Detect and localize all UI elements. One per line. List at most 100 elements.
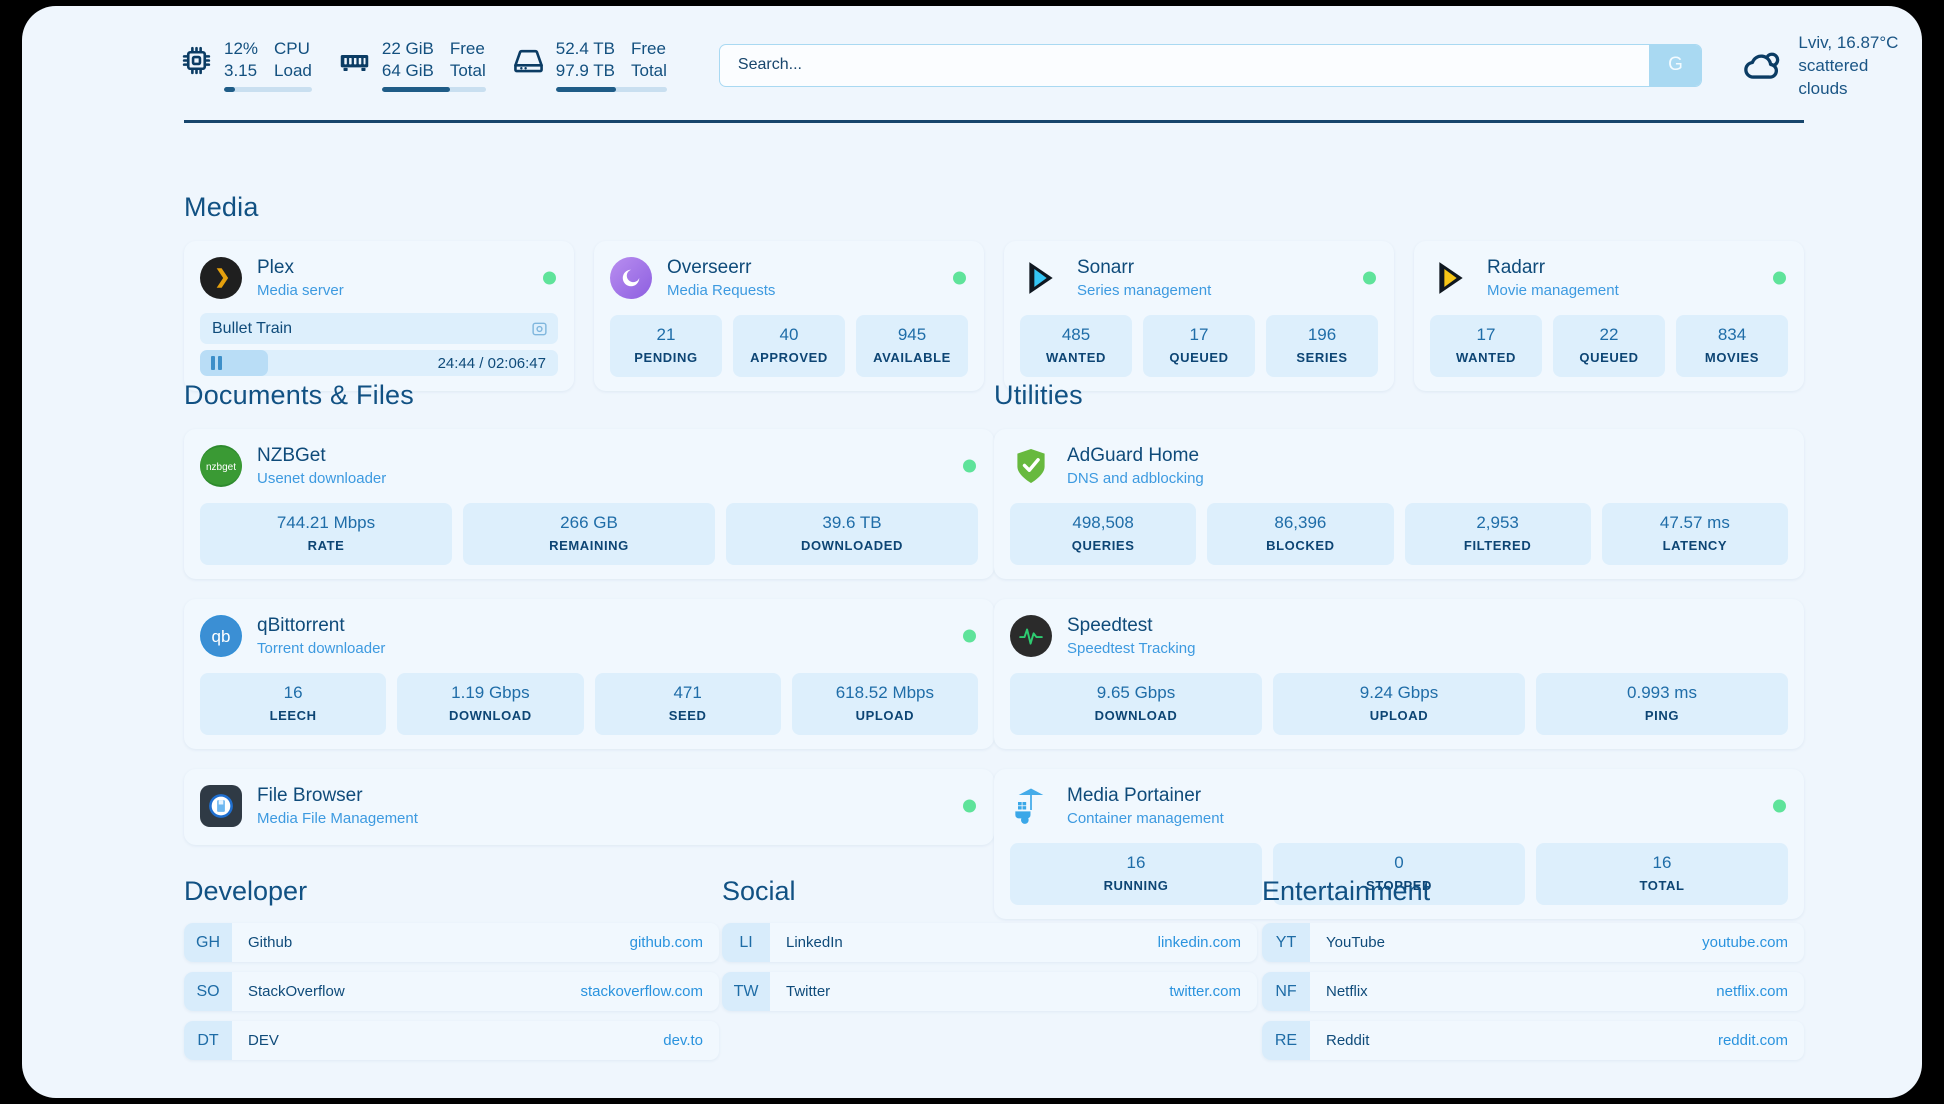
cpu-widget: 12% 3.15 CPU Load [180, 38, 312, 92]
stat-value: 16 [1652, 853, 1672, 872]
plex-icon [200, 257, 242, 299]
search-engine-button[interactable]: G [1649, 44, 1702, 86]
bookmark-item[interactable]: TW Twitter twitter.com [722, 972, 1257, 1011]
stat-label: DOWNLOADED [800, 538, 904, 553]
svg-text:nzbget: nzbget [206, 462, 236, 473]
stat-label: MOVIES [1704, 350, 1760, 365]
bookmark-name: Twitter [786, 983, 831, 1000]
svg-text:qb: qb [212, 627, 231, 646]
overseerr-status-dot [953, 271, 966, 285]
memory-total-value: 64 GiB [381, 61, 434, 80]
stat-value: 16 [1126, 853, 1146, 872]
filebrowser-status-dot [963, 799, 976, 813]
overseerr-subtitle: Media Requests [667, 282, 776, 299]
media-section: Media Plex Media server Bullet Train [184, 192, 1804, 391]
speedtest-name: Speedtest [1067, 615, 1153, 636]
stat-label: PENDING [634, 350, 698, 365]
stat-item: 266 GB REMAINING [463, 503, 715, 565]
adguard-subtitle: DNS and adblocking [1067, 470, 1204, 487]
bookmark-group-developer: Developer GH Github github.com SO StackO… [184, 876, 719, 1070]
filebrowser-subtitle: Media File Management [257, 810, 418, 827]
card-portainer[interactable]: Media Portainer Container management 16 … [994, 769, 1804, 919]
qbittorrent-status-dot [963, 629, 976, 643]
card-overseerr[interactable]: Overseerr Media Requests 21 PENDING 40 A… [594, 241, 984, 391]
stat-item: 21 PENDING [610, 315, 722, 377]
stat-label: UPLOAD [855, 708, 915, 723]
plex-status-dot [543, 271, 556, 285]
plex-progress-bar[interactable]: 24:44 / 02:06:47 [200, 350, 558, 376]
portainer-stats: 16 RUNNING 0 STOPPED 16 TOTAL [1010, 843, 1788, 905]
card-radarr[interactable]: Radarr Movie management 17 WANTED 22 QUE… [1414, 241, 1804, 391]
plex-player: Bullet Train 24:44 / 02:06:47 [200, 313, 558, 376]
bookmark-item[interactable]: RE Reddit reddit.com [1262, 1021, 1804, 1060]
bookmark-item[interactable]: LI LinkedIn linkedin.com [722, 923, 1257, 962]
stat-label: WANTED [1046, 350, 1106, 365]
memory-free-label: Free [449, 39, 485, 58]
bookmark-url: twitter.com [1169, 983, 1241, 1000]
bookmark-item[interactable]: YT YouTube youtube.com [1262, 923, 1804, 962]
bookmark-url: netflix.com [1716, 983, 1788, 1000]
card-sonarr[interactable]: Sonarr Series management 485 WANTED 17 Q… [1004, 241, 1394, 391]
stat-value: 17 [1476, 325, 1496, 344]
plex-subtitle: Media server [257, 282, 344, 299]
plex-time-display: 24:44 / 02:06:47 [437, 354, 546, 372]
filebrowser-icon [200, 785, 242, 827]
stat-value: 16 [283, 683, 303, 702]
bookmark-group-social: Social LI LinkedIn linkedin.com TW Twitt… [722, 876, 1257, 1021]
bookmark-item[interactable]: DT DEV dev.to [184, 1021, 719, 1060]
stat-item: 17 WANTED [1430, 315, 1542, 377]
stat-value: 40 [779, 325, 799, 344]
stat-value: 47.57 ms [1659, 513, 1730, 532]
speedtest-icon [1010, 615, 1052, 657]
search-input[interactable] [719, 44, 1650, 86]
bookmark-url: dev.to [663, 1032, 703, 1049]
stat-label: APPROVED [750, 350, 828, 365]
radarr-name: Radarr [1487, 257, 1546, 278]
card-adguard[interactable]: AdGuard Home DNS and adblocking 498,508 … [994, 429, 1804, 579]
memory-total-label: Total [449, 61, 486, 80]
adguard-shield-icon [1010, 445, 1052, 487]
cloud-icon [1740, 43, 1784, 87]
plex-name: Plex [257, 257, 294, 278]
card-nzbget[interactable]: nzbget NZBGet Usenet downloader 744.21 M… [184, 429, 994, 579]
stat-value: 834 [1717, 325, 1747, 344]
disk-free-label: Free [631, 39, 666, 58]
pause-icon[interactable] [211, 356, 223, 370]
card-speedtest[interactable]: Speedtest Speedtest Tracking 9.65 Gbps D… [994, 599, 1804, 749]
bookmark-url: github.com [629, 934, 703, 951]
stat-item: 9.65 Gbps DOWNLOAD [1010, 673, 1262, 735]
stat-label: SEED [668, 708, 707, 723]
bookmark-item[interactable]: GH Github github.com [184, 923, 719, 962]
stat-value: 485 [1061, 325, 1091, 344]
search-bar[interactable]: G [718, 43, 1703, 87]
disk-icon [512, 44, 545, 77]
disk-total-label: Total [631, 61, 667, 80]
nzbget-stats: 744.21 Mbps RATE 266 GB REMAINING 39.6 T… [200, 503, 978, 565]
card-filebrowser[interactable]: File Browser Media File Management [184, 769, 994, 845]
bookmark-badge: TW [722, 972, 770, 1011]
stat-item: 834 MOVIES [1676, 315, 1788, 377]
stat-label: PING [1644, 708, 1680, 723]
cast-icon[interactable] [531, 320, 548, 337]
bookmark-item[interactable]: NF Netflix netflix.com [1262, 972, 1804, 1011]
qbittorrent-icon: qb [200, 615, 242, 657]
disk-widget: 52.4 TB 97.9 TB Free Total [512, 38, 667, 92]
stat-value: 196 [1307, 325, 1337, 344]
bookmark-name: StackOverflow [248, 983, 345, 1000]
bookmark-item[interactable]: SO StackOverflow stackoverflow.com [184, 972, 719, 1011]
stat-value: 0.993 ms [1627, 683, 1697, 702]
cpu-usage-value: 12% [224, 39, 259, 58]
speedtest-stats: 9.65 Gbps DOWNLOAD 9.24 Gbps UPLOAD 0.99… [1010, 673, 1788, 735]
card-plex[interactable]: Plex Media server Bullet Train [184, 241, 574, 391]
bookmark-name: Reddit [1326, 1032, 1370, 1049]
stat-item: 618.52 Mbps UPLOAD [791, 673, 978, 735]
bookmark-name: DEV [248, 1032, 279, 1049]
bookmark-badge: YT [1262, 923, 1310, 962]
header-divider [184, 120, 1804, 123]
stat-label: DOWNLOAD [448, 708, 532, 723]
card-qbittorrent[interactable]: qb qBittorrent Torrent downloader 16 LEE… [184, 599, 994, 749]
stat-label: STOPPED [1365, 878, 1433, 893]
cpu-usage-label: CPU [274, 39, 310, 58]
stat-item: 498,508 QUERIES [1010, 503, 1197, 565]
bookmark-name: Github [248, 934, 293, 951]
